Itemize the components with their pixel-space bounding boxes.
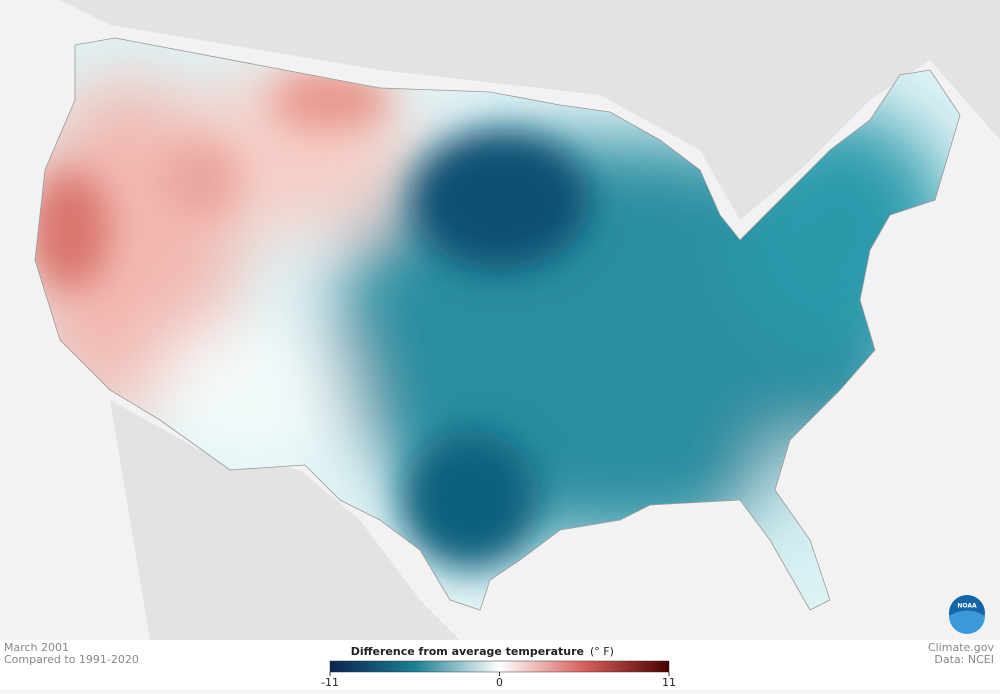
site: Climate.gov — [928, 641, 995, 654]
legend-title: Difference from average temperature — [351, 645, 584, 658]
colorbar-tick-label: -11 — [321, 676, 339, 689]
period: March 2001 — [4, 641, 69, 654]
source: Data: NCEI — [934, 653, 994, 666]
colorbar-tick-label: 11 — [662, 676, 676, 689]
logo-text: NOAA — [957, 603, 977, 610]
colorbar-tick-label: 0 — [496, 676, 503, 689]
canada — [0, 0, 1000, 220]
colorbar — [329, 660, 670, 673]
legend-unit: (° F) — [590, 645, 614, 658]
mexico — [110, 400, 460, 640]
baseline: Compared to 1991-2020 — [4, 653, 139, 666]
